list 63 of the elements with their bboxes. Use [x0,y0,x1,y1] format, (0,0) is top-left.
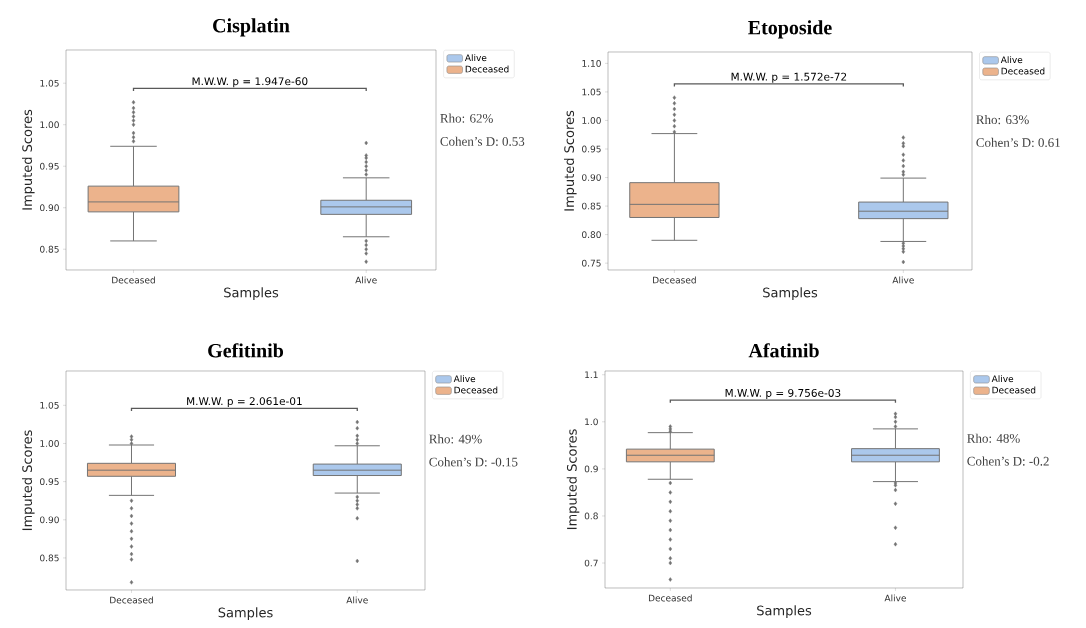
text: Cohen’s D: 0.53 [440,136,525,146]
y-tick-label: 0.80 [582,231,601,239]
y-tick-label: 0.90 [582,174,601,181]
legend-label: Alive [991,375,1014,383]
x-axis-title: Samples [224,287,279,300]
y-axis-title: Imputed Scores [563,110,577,211]
x-tick-label: Alive [892,276,914,284]
y-tick-label: 1.0 [585,418,598,426]
x-axis-title: Samples [218,607,273,620]
annotation: M.W.W. p = 9.756e-03 [725,388,841,399]
x-tick-label: Alive [355,276,377,284]
x-tick-label: Deceased [653,276,696,284]
y-axis-title: Imputed Scores [566,429,580,530]
chart-title: Cisplatin [213,18,290,37]
x-tick-label: Deceased [648,594,692,602]
y-tick-label: 0.75 [582,259,601,267]
text: Cohen’s D: -0.15 [429,457,518,467]
text: Rho: 49% [429,434,482,444]
annotation: M.W.W. p = 2.061e-01 [187,397,302,408]
chart-title: Gefitinib [208,343,284,358]
text: Rho: 62% [440,113,493,123]
x-tick-label: Alive [346,596,368,604]
legend-label: Deceased [1001,67,1045,75]
legend-label: Alive [1000,56,1023,64]
y-tick-label: 1.05 [40,79,59,87]
y-tick-label: 1.05 [40,401,59,409]
chart-title: Etoposide [748,20,832,39]
y-tick-label: 0.90 [40,204,59,212]
legend-label: Alive [453,375,476,383]
y-tick-label: 0.95 [40,162,59,170]
y-tick-label: 0.9 [584,465,598,473]
y-tick-label: 0.95 [40,478,59,486]
y-tick-label: 1.00 [582,117,601,124]
x-axis-title: Samples [757,605,812,618]
y-tick-label: 0.8 [584,512,598,520]
x-tick-label: Alive [884,594,906,602]
chart-title: Afatinib [748,343,819,358]
annotation: M.W.W. p = 1.572e-72 [731,72,847,83]
y-tick-label: 0.7 [584,559,598,567]
y-tick-label: 0.85 [582,202,601,210]
y-tick-label: 0.85 [40,245,59,253]
y-axis-title: Imputed Scores [21,430,35,531]
text: Rho: 63% [976,114,1029,125]
legend-label: Alive [464,54,487,62]
y-tick-label: 1.05 [582,88,601,96]
y-tick-label: 1.00 [40,440,59,447]
y-axis-title: Imputed Scores [21,109,35,210]
y-tick-label: 1.10 [582,60,601,67]
y-tick-label: 0.85 [40,554,59,562]
y-tick-label: 1.1 [585,371,598,379]
text: Cohen’s D: 0.61 [976,137,1060,148]
legend-label: Deceased [465,65,509,73]
annotation: M.W.W. p = 1.947e-60 [192,77,308,88]
text: Cohen’s D: -0.2 [967,456,1049,466]
y-tick-label: 0.90 [40,516,59,524]
legend-label: Deceased [454,386,498,394]
x-tick-label: Deceased [110,596,153,604]
x-axis-title: Samples [763,287,818,300]
x-tick-label: Deceased [112,276,155,284]
text: Rho: 48% [967,433,1020,443]
legend-label: Deceased [992,386,1036,394]
y-tick-label: 1.00 [40,121,59,129]
y-tick-label: 0.95 [582,145,601,153]
